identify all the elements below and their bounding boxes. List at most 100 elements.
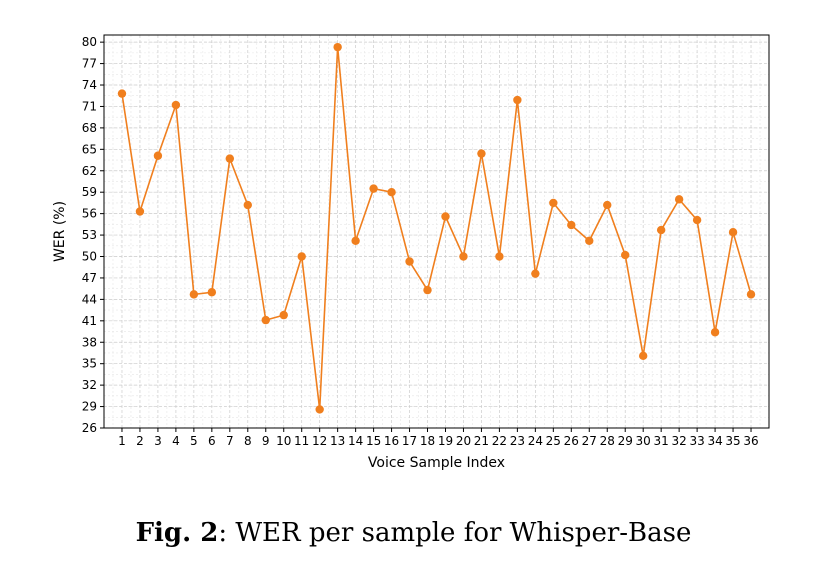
figure-label: Fig. 2 xyxy=(135,518,219,548)
data-point xyxy=(297,252,306,261)
data-point xyxy=(549,198,558,208)
y-tick-label: 38 xyxy=(82,335,97,349)
data-point xyxy=(153,151,163,160)
data-point xyxy=(207,288,217,297)
y-tick-label: 35 xyxy=(82,357,97,371)
data-point xyxy=(638,351,648,361)
x-tick-label: 8 xyxy=(244,434,252,448)
y-tick-label: 47 xyxy=(82,271,97,285)
data-point xyxy=(728,228,738,237)
x-tick-label: 34 xyxy=(707,434,722,448)
x-tick-label: 35 xyxy=(725,434,740,448)
y-tick-label: 53 xyxy=(82,228,97,242)
data-point xyxy=(225,154,235,163)
x-tick-label: 33 xyxy=(689,434,704,448)
x-tick-label: 25 xyxy=(546,434,561,448)
y-tick-label: 80 xyxy=(82,35,97,49)
plot-frame xyxy=(103,34,770,429)
wer-line-chart: 1 2 3 4 5 6 7 8 9 10 11 12 13 14 15 16 17 18 19 20 21 22 23 24 2… xyxy=(52,34,770,471)
data-point xyxy=(621,250,630,260)
x-tick-label: 31 xyxy=(654,434,669,448)
y-tick-label: 56 xyxy=(82,207,97,221)
x-tick-label: 16 xyxy=(384,434,399,448)
data-point xyxy=(531,269,540,278)
data-point xyxy=(315,405,324,414)
data-point xyxy=(387,188,396,197)
data-point xyxy=(692,215,702,225)
x-tick-label: 12 xyxy=(312,434,327,448)
x-tick-label: 26 xyxy=(564,434,579,448)
x-tick-label: 19 xyxy=(438,434,453,448)
y-tick-label: 74 xyxy=(82,78,97,92)
series-wer xyxy=(117,42,756,414)
x-tick-label: 28 xyxy=(600,434,615,448)
x-tick-label: 29 xyxy=(618,434,633,448)
y-tick-label: 77 xyxy=(82,57,97,71)
y-tick-label: 68 xyxy=(82,121,97,135)
x-tick-label: 6 xyxy=(208,434,216,448)
data-point xyxy=(333,42,342,52)
data-point xyxy=(477,149,486,158)
x-tick-label: 7 xyxy=(226,434,234,448)
data-point xyxy=(117,89,127,98)
x-tick-label: 36 xyxy=(743,434,758,448)
y-tick-label: 59 xyxy=(82,185,97,199)
x-tick-label: 23 xyxy=(510,434,525,448)
data-point xyxy=(513,95,522,105)
series-line xyxy=(121,47,752,410)
data-point xyxy=(674,195,684,204)
data-point xyxy=(261,315,270,325)
x-tick-label: 3 xyxy=(154,434,162,448)
y-tick-label: 29 xyxy=(82,400,97,414)
x-tick-label: 30 xyxy=(636,434,651,448)
y-tick-label: 26 xyxy=(82,421,97,435)
y-axis-ticks: 26 29 32 35 38 41 44 47 50 53 56 59 62 65 68 71 74 77 80 xyxy=(82,35,104,435)
x-tick-label: 2 xyxy=(136,434,144,448)
data-point xyxy=(585,236,594,245)
y-tick-label: 44 xyxy=(82,292,97,306)
x-tick-label: 11 xyxy=(294,434,309,448)
x-tick-label: 24 xyxy=(528,434,543,448)
x-tick-label: 13 xyxy=(330,434,345,448)
y-tick-label: 50 xyxy=(82,250,97,264)
data-point xyxy=(710,328,720,337)
data-point xyxy=(243,200,252,210)
x-tick-label: 21 xyxy=(474,434,489,448)
x-tick-label: 27 xyxy=(582,434,597,448)
x-tick-label: 4 xyxy=(172,434,180,448)
data-point xyxy=(189,290,199,299)
x-tick-label: 32 xyxy=(671,434,686,448)
x-tick-label: 18 xyxy=(420,434,435,448)
x-tick-label: 14 xyxy=(348,434,363,448)
y-tick-label: 41 xyxy=(82,314,97,328)
y-tick-label: 62 xyxy=(82,164,97,178)
x-tick-label: 1 xyxy=(118,434,126,448)
data-point xyxy=(746,290,756,299)
x-tick-label: 20 xyxy=(456,434,471,448)
data-point xyxy=(171,100,181,110)
figure-caption: Fig. 2: WER per sample for Whisper-Base xyxy=(0,518,827,548)
data-point xyxy=(423,285,432,295)
data-point xyxy=(135,207,145,216)
x-tick-label: 10 xyxy=(276,434,291,448)
grid-lines xyxy=(104,35,770,429)
x-tick-label: 9 xyxy=(262,434,270,448)
x-tick-label: 15 xyxy=(366,434,381,448)
data-point xyxy=(351,236,360,245)
data-point xyxy=(441,212,450,221)
data-point xyxy=(603,200,612,210)
data-point xyxy=(405,257,414,266)
data-point xyxy=(567,220,576,230)
data-point xyxy=(369,184,378,193)
y-tick-label: 32 xyxy=(82,378,97,392)
x-tick-label: 22 xyxy=(492,434,507,448)
data-point xyxy=(279,310,288,320)
y-axis-label: WER (%) xyxy=(52,201,68,262)
y-tick-label: 71 xyxy=(82,99,97,113)
x-tick-label: 5 xyxy=(190,434,198,448)
figure-caption-text: : WER per sample for Whisper-Base xyxy=(218,518,692,548)
data-point xyxy=(656,225,666,235)
y-tick-label: 65 xyxy=(82,142,97,156)
data-point xyxy=(459,252,468,261)
x-axis-ticks: 1 2 3 4 5 6 7 8 9 10 11 12 13 14 15 16 17 18 19 20 21 22 23 24 2… xyxy=(118,428,759,448)
